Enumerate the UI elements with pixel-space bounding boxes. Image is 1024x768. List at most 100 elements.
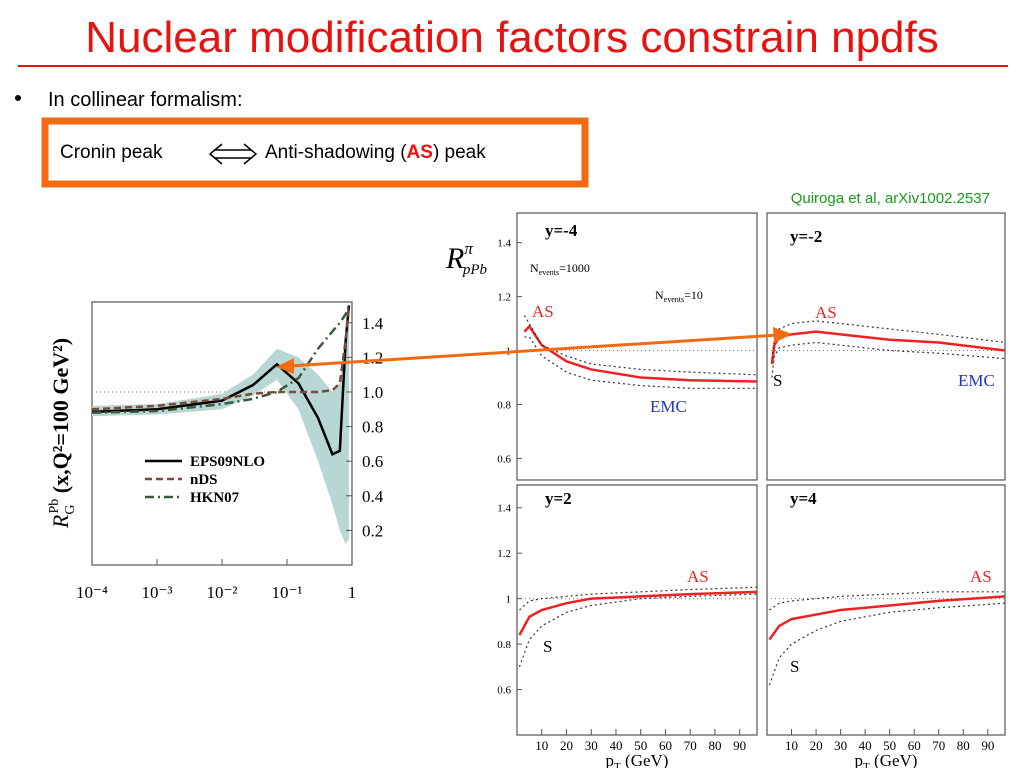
annotation: y=-2 [790, 227, 822, 246]
annotation-text: N [655, 288, 664, 302]
plot [767, 320, 1005, 378]
ratio-symbol: R [445, 242, 464, 275]
plot [517, 586, 757, 668]
x-tick-label: 1 [348, 583, 357, 602]
slide-title: Nuclear modification factors constrain n… [85, 13, 939, 62]
x-tick-label: 60 [659, 738, 672, 753]
panel: 10 20 30 40 50 60 70 80 90 y=4 AS SpT (GeV) [766, 484, 1006, 768]
annotation: EMC [650, 397, 687, 416]
panel: 0.60.811.21.4y=-4Nevents=1000Nevents=10A… [497, 212, 758, 481]
series-line [768, 595, 1005, 641]
ratio-sup: π [464, 239, 473, 258]
x-label-sub: T [614, 761, 621, 768]
x-tick-label: 40 [609, 738, 622, 753]
annotation-text: y=-4 [545, 221, 578, 240]
y-tick-label: 0.2 [362, 521, 383, 540]
annotation: Nevents=10 [655, 288, 703, 304]
x-tick-label: 60 [908, 738, 921, 753]
x-tick-label: 70 [684, 738, 697, 753]
x-tick-label: 10⁻⁴ [76, 583, 108, 602]
x-tick-label: 20 [560, 738, 573, 753]
plot-area [516, 484, 758, 736]
annotation: EMC [958, 371, 995, 390]
series-line [769, 591, 1005, 611]
x-tick-label: 30 [585, 738, 598, 753]
annotation: y=4 [790, 489, 817, 508]
highlight-box [41, 117, 589, 188]
x-tick-label: 50 [634, 738, 647, 753]
annotation: y=-4 [545, 221, 578, 240]
y-tick-label: 0.6 [497, 453, 511, 465]
x-label-symbol: p [606, 751, 615, 768]
x-tick-label: 80 [708, 738, 721, 753]
x-axis-label: pT (GeV) [606, 751, 669, 768]
double-arrow [208, 143, 258, 165]
x-tick-label: 70 [932, 738, 945, 753]
series-line [92, 305, 351, 414]
citation: Quiroga et al, arXiv1002.2537 [791, 190, 990, 207]
box-left: Cronin peak [60, 142, 163, 163]
series-line [524, 336, 757, 389]
series-line [523, 324, 757, 383]
annotation-text: y=2 [545, 489, 572, 508]
annotation-text: EMC [650, 397, 687, 416]
y-tick-label: 0.8 [497, 399, 511, 411]
annotation: S [790, 657, 799, 676]
y-tick-label: 0.4 [362, 487, 384, 506]
plot-area [516, 212, 758, 481]
x-label-rest: (GeV) [870, 751, 918, 768]
x-tick-label: 90 [733, 738, 746, 753]
x-label-sub: T [863, 761, 870, 768]
y-tick-label: 1.4 [497, 238, 511, 250]
annotation: AS [970, 567, 992, 586]
x-tick-label: 10⁻³ [141, 583, 172, 602]
annotation-rest: =10 [684, 288, 703, 302]
x-axis-label: pT (GeV) [855, 751, 918, 768]
x-tick-label: 10 [785, 738, 798, 753]
ratio-sub: pPb [462, 262, 488, 278]
bullet-text: In collinear formalism: [48, 89, 243, 111]
series-line [771, 341, 1005, 378]
x-tick-label: 10⁻¹ [271, 583, 302, 602]
series-line [518, 590, 757, 636]
annotation-text: S [790, 657, 799, 676]
y-tick-label: 0.8 [497, 639, 511, 651]
annotation-sub: events [664, 295, 684, 304]
x-tick-label: 40 [859, 738, 872, 753]
x-tick-label: 90 [981, 738, 994, 753]
y-tick-label: 0.6 [497, 685, 511, 697]
series-line [92, 305, 351, 456]
y-tick-label: 1 [506, 594, 512, 606]
y-label-rest: (x,Q²=100 GeV²) [48, 338, 73, 499]
y-tick-label: 1.2 [362, 348, 383, 367]
x-label-rest: (GeV) [621, 751, 669, 768]
annotation-text: y=-2 [790, 227, 822, 246]
y-tick-label: 1.4 [362, 314, 384, 333]
annotation: Nevents=1000 [530, 261, 590, 277]
legend-label: HKN07 [190, 490, 240, 506]
y-tick-label: 1.0 [362, 383, 383, 402]
box-right-em: AS [407, 142, 433, 163]
connector-arrow [276, 327, 792, 374]
ratio-label: Rπ pPb [445, 239, 488, 278]
annotation: AS [815, 303, 837, 322]
x-tick-label: 10 [535, 738, 548, 753]
x-tick-label: 50 [883, 738, 896, 753]
annotation: AS [687, 567, 709, 586]
box-right: Anti-shadowing (AS) peak [265, 142, 486, 163]
annotation-sub: events [539, 268, 559, 277]
series-line [770, 330, 1005, 365]
y-tick-label: 1.2 [497, 548, 511, 560]
charts: 0.2 0.4 0.6 0.8 1.0 1.2 1.4 10⁻⁴ 10⁻³ 10⁻² 10⁻¹ 1 EP… [47, 212, 1006, 768]
annotation-text: AS [532, 302, 554, 321]
x-label-symbol: p [855, 751, 864, 768]
y-label-sup: Pb [47, 499, 62, 514]
y-tick-label: 1.2 [497, 292, 511, 304]
x-tick-label: 20 [810, 738, 823, 753]
annotation-text: EMC [958, 371, 995, 390]
annotation-text: N [530, 261, 539, 275]
series-line [92, 305, 351, 411]
annotation-text: S [773, 371, 782, 390]
annotation-text: y=4 [790, 489, 817, 508]
